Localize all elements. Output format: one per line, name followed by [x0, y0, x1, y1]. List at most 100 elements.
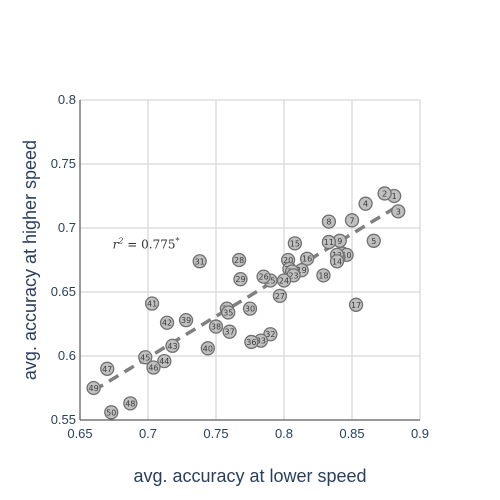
x-tick-label: 0.7	[139, 426, 157, 441]
data-point: 48	[123, 396, 138, 411]
data-point: 7	[344, 213, 360, 228]
data-point: 14	[329, 254, 345, 269]
point-label: 49	[89, 384, 99, 393]
point-label: 40	[203, 344, 213, 353]
data-point: 47	[100, 361, 115, 376]
point-marker	[146, 360, 161, 375]
data-point: 16	[299, 251, 315, 266]
x-tick-labels: 0.65 0.7 0.75 0.8 0.85 0.9	[67, 426, 429, 441]
r-squared-annotation: r2 = 0.775*	[113, 236, 180, 251]
point-marker	[391, 204, 406, 219]
point-marker	[200, 341, 215, 356]
point-label: 10	[341, 251, 351, 260]
y-tick-label: 0.65	[51, 284, 76, 299]
point-label: 14	[332, 257, 342, 266]
data-point: 49	[86, 380, 101, 396]
y-tick-label: 0.8	[58, 92, 76, 107]
point-label: 2	[382, 189, 387, 198]
point-label: 3	[396, 207, 401, 216]
y-tick-labels: 0.55 0.6 0.65 0.7 0.75 0.8	[51, 92, 76, 427]
data-point: 3	[391, 204, 406, 219]
point-marker	[138, 350, 153, 365]
point-label: 43	[167, 342, 177, 351]
x-tick-label: 0.85	[339, 426, 364, 441]
point-marker	[344, 213, 360, 228]
point-label: 23	[288, 271, 298, 280]
y-axis-title: avg. accuracy at higher speed	[20, 140, 40, 380]
point-label: 26	[259, 273, 269, 282]
data-point: 18	[316, 268, 331, 283]
data-point: 38	[208, 319, 224, 334]
point-label: 32	[265, 330, 275, 339]
point-label: 41	[147, 300, 157, 309]
data-point: 39	[178, 313, 194, 328]
point-label: 33	[256, 337, 266, 346]
point-label: 35	[223, 308, 233, 317]
point-marker	[100, 361, 115, 376]
point-label: 27	[275, 292, 285, 301]
point-marker	[316, 268, 331, 283]
point-label: 15	[290, 239, 300, 248]
data-point: 35	[221, 305, 236, 320]
point-label: 31	[195, 257, 205, 266]
point-label: 7	[349, 216, 354, 225]
point-marker	[123, 396, 138, 411]
data-point: 27	[272, 288, 288, 303]
point-label: 9	[337, 237, 342, 246]
x-axis-title: avg. accuracy at lower speed	[133, 466, 366, 486]
point-marker	[321, 214, 337, 229]
point-label: 4	[363, 200, 368, 209]
point-marker	[208, 319, 224, 334]
point-marker	[377, 186, 392, 201]
data-point: 24	[276, 273, 292, 288]
point-label: 29	[235, 275, 245, 284]
data-point: 37	[222, 324, 237, 339]
point-label: 18	[318, 271, 328, 280]
y-tick-label: 0.55	[51, 412, 76, 427]
point-label: 37	[225, 328, 235, 337]
point-label: 50	[106, 408, 116, 417]
point-marker	[231, 252, 247, 268]
point-marker	[321, 234, 337, 250]
point-label: 48	[125, 399, 135, 408]
point-label: 47	[102, 365, 112, 374]
y-tick-label: 0.75	[51, 156, 76, 171]
point-label: 17	[351, 301, 361, 310]
x-tick-label: 0.75	[203, 426, 228, 441]
point-marker	[104, 405, 119, 420]
x-tick-label: 0.9	[411, 426, 429, 441]
annotation-value: = 0.775	[123, 237, 175, 251]
point-label: 11	[324, 238, 334, 247]
point-marker	[144, 296, 160, 311]
x-tick-label: 0.65	[67, 426, 92, 441]
point-marker	[358, 196, 373, 211]
annotation-significance: *	[176, 236, 180, 245]
grid	[79, 99, 421, 421]
point-label: 38	[211, 323, 221, 332]
data-point: 11	[321, 234, 337, 250]
data-point: 42	[159, 315, 175, 330]
point-label: 19	[297, 266, 307, 275]
data-point: 45	[138, 350, 153, 365]
data-point: 30	[242, 301, 258, 316]
point-label: 5	[371, 237, 376, 246]
point-marker	[165, 338, 180, 353]
point-marker	[272, 288, 288, 303]
data-point: 46	[146, 360, 161, 375]
data-point: 15	[287, 236, 303, 251]
data-point: 17	[348, 297, 364, 312]
y-tick-label: 0.7	[58, 220, 76, 235]
data-point: 4	[358, 196, 373, 211]
data-point: 41	[144, 296, 160, 311]
trend-line	[92, 203, 401, 393]
point-marker	[244, 334, 259, 350]
point-marker	[256, 269, 271, 284]
annotation-exponent: 2	[117, 236, 123, 245]
data-point: 40	[200, 341, 215, 356]
data-point: 5	[366, 233, 381, 248]
point-marker	[159, 315, 175, 330]
x-tick-label: 0.8	[275, 426, 293, 441]
point-marker	[178, 313, 194, 328]
data-point: 28	[231, 252, 247, 268]
